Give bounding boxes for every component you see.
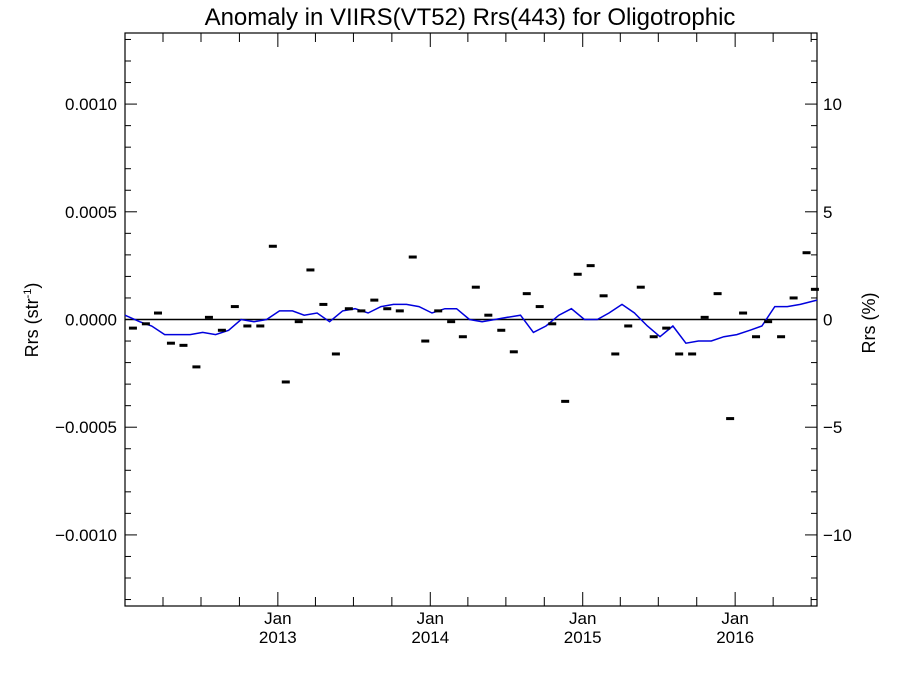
data-marker — [548, 322, 557, 326]
y2-tick-label: −5 — [823, 418, 842, 437]
data-marker — [331, 352, 340, 356]
data-marker — [281, 380, 290, 384]
y-tick-label: −0.0005 — [55, 418, 117, 437]
x-tick-label-year: 2016 — [716, 628, 754, 647]
data-marker — [294, 320, 303, 324]
data-marker — [344, 307, 353, 311]
data-marker — [204, 315, 213, 319]
data-marker — [561, 399, 570, 403]
data-marker — [675, 352, 684, 356]
data-marker — [383, 307, 392, 311]
x-tick-label-month: Jan — [264, 609, 291, 628]
data-marker — [789, 296, 798, 300]
data-marker — [153, 311, 162, 315]
data-marker — [573, 272, 582, 276]
data-marker — [217, 328, 226, 332]
data-marker — [810, 287, 819, 291]
data-marker — [141, 322, 150, 326]
y2-tick-label: 0 — [823, 311, 832, 330]
data-marker — [434, 309, 443, 313]
data-marker — [128, 326, 137, 330]
series-markers — [128, 244, 819, 421]
data-marker — [752, 335, 761, 339]
y-tick-label: 0.0005 — [65, 203, 117, 222]
data-marker — [319, 302, 328, 306]
data-marker — [192, 365, 201, 369]
data-marker — [624, 324, 633, 328]
y-axis-label: Rrs (str-1) — [22, 283, 42, 358]
x-tick-label-year: 2014 — [411, 628, 449, 647]
data-marker — [166, 341, 175, 345]
data-marker — [447, 320, 456, 324]
data-marker — [662, 326, 671, 330]
data-marker — [726, 417, 735, 421]
data-marker — [395, 309, 404, 313]
data-marker — [777, 335, 786, 339]
data-marker — [586, 264, 595, 268]
data-marker — [535, 305, 544, 309]
chart-title: Anomaly in VIIRS(VT52) Rrs(443) for Olig… — [205, 4, 736, 31]
y-tick-label: 0.0000 — [65, 311, 117, 330]
data-marker — [357, 309, 366, 313]
y2-tick-label: 5 — [823, 203, 832, 222]
data-marker — [611, 352, 620, 356]
data-marker — [306, 268, 315, 272]
x-tick-label-month: Jan — [417, 609, 444, 628]
data-marker — [497, 328, 506, 332]
data-marker — [179, 343, 188, 347]
series-line — [124, 299, 818, 345]
data-marker — [484, 313, 493, 317]
data-marker — [408, 255, 417, 259]
data-marker — [370, 298, 379, 302]
data-marker — [700, 315, 709, 319]
y2-axis-label: Rrs (%) — [859, 293, 879, 354]
y2-tick-label: −10 — [823, 526, 852, 545]
data-marker — [243, 324, 252, 328]
data-marker — [256, 324, 265, 328]
x-tick-label-month: Jan — [569, 609, 596, 628]
data-marker — [713, 292, 722, 296]
data-marker — [522, 292, 531, 296]
y-tick-label: 0.0010 — [65, 95, 117, 114]
data-marker — [649, 335, 658, 339]
data-marker — [268, 244, 277, 248]
data-marker — [739, 311, 748, 315]
data-marker — [636, 285, 645, 289]
x-tick-label-year: 2013 — [259, 628, 297, 647]
x-tick-label-year: 2015 — [564, 628, 602, 647]
y-axis-label-superscript: -1 — [22, 289, 34, 299]
axis-ticks — [125, 33, 817, 606]
data-marker — [421, 339, 430, 343]
data-marker — [764, 320, 773, 324]
axis-tick-labels: −0.0010 −0.0005 0.0000 0.0005 0.0010 −10 −5 0 5 1… — [55, 95, 852, 647]
data-marker — [471, 285, 480, 289]
data-marker — [599, 294, 608, 298]
data-marker — [230, 305, 239, 309]
y2-tick-label: 10 — [823, 95, 842, 114]
data-marker — [688, 352, 697, 356]
y-axis-label-close: ) — [22, 283, 42, 289]
x-tick-label-month: Jan — [721, 609, 748, 628]
data-marker — [509, 350, 518, 354]
data-marker — [458, 335, 467, 339]
y-tick-label: −0.0010 — [55, 526, 117, 545]
data-marker — [802, 251, 811, 255]
